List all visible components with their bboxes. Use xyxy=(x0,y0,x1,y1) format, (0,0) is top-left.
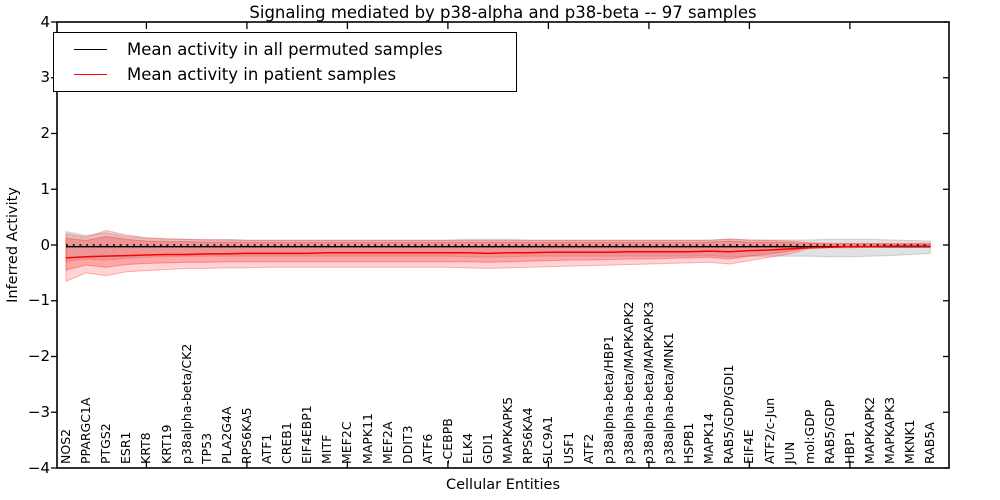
x-tick-label: SLC9A1 xyxy=(540,415,556,464)
y-tick-label: 4 xyxy=(40,12,50,31)
x-tick-label: DDIT3 xyxy=(399,425,415,464)
legend-label-permuted: Mean activity in all permuted samples xyxy=(127,40,443,59)
patient-mean-line xyxy=(65,245,931,259)
x-tick-label: GDI1 xyxy=(480,433,496,464)
x-tick-label: NOS2 xyxy=(58,428,73,464)
x-tick-label: RPS6KA5 xyxy=(238,407,254,464)
x-tick-label: MAPKAPK3 xyxy=(882,396,898,464)
legend-label-patient: Mean activity in patient samples xyxy=(127,65,397,84)
x-tick-label: p38alpha-beta/MAPKAPK2 xyxy=(620,301,636,465)
x-tick-label: MKNK1 xyxy=(902,419,918,464)
x-axis-label: Cellular Entities xyxy=(445,477,561,493)
x-tick-label: PPARGC1A xyxy=(78,397,94,464)
x-tick-label: p38alpha-beta/CK2 xyxy=(178,343,194,464)
y-tick-label: 3 xyxy=(40,68,50,87)
x-tick-label: KRT8 xyxy=(138,432,154,464)
x-tick-label: ATF6 xyxy=(419,433,435,464)
x-tick-label: -CEBPB xyxy=(439,418,455,464)
x-tick-label: HSPB1 xyxy=(681,422,697,464)
x-tick-label: ESR1 xyxy=(118,431,134,464)
x-tick-label: USF1 xyxy=(560,431,576,464)
x-tick-label: MITF xyxy=(319,434,335,464)
x-tick-label: EIF4E xyxy=(741,429,757,464)
x-tick-label: RPS6KA4 xyxy=(520,407,536,464)
x-tick-label: p38alpha-beta/MAPKAPK3 xyxy=(640,301,656,465)
legend-box: Mean activity in all permuted samples Me… xyxy=(53,32,517,92)
x-tick-label: HBP1 xyxy=(841,430,857,464)
patient-line-swatch xyxy=(74,74,107,75)
x-tick-label: MAPK14 xyxy=(701,413,717,464)
x-tick-label: PTGS2 xyxy=(98,423,114,464)
x-tick-label: ELK4 xyxy=(460,432,475,464)
x-tick-label: MEF2C xyxy=(339,421,355,464)
x-tick-label: TP53 xyxy=(198,432,214,464)
y-tick-label: 2 xyxy=(40,124,50,142)
y-tick-label: 1 xyxy=(40,179,50,198)
legend-item-patient: Mean activity in patient samples xyxy=(74,63,516,87)
x-tick-label: JUN xyxy=(781,441,797,464)
x-tick-label: MAPKAPK2 xyxy=(862,396,877,464)
x-tick-label: ATF2/c-Jun xyxy=(761,397,777,464)
x-tick-label: RAB5/GDP/GDI1 xyxy=(721,364,737,464)
x-tick-label: MAPK11 xyxy=(359,413,375,464)
legend-item-permuted: Mean activity in all permuted samples xyxy=(74,38,516,62)
x-tick-label: MEF2A xyxy=(379,421,395,464)
y-tick-label: −1 xyxy=(27,291,50,310)
x-tick-label: CREB1 xyxy=(279,422,295,464)
x-tick-label: p38alpha-beta/MNK1 xyxy=(661,332,676,464)
x-tick-label: PLA2G4A xyxy=(218,406,234,464)
y-tick-label: 0 xyxy=(40,235,50,254)
y-tick-label: −4 xyxy=(27,458,50,477)
chart-title: Signaling mediated by p38-alpha and p38-… xyxy=(249,3,757,22)
x-tick-label: ATF2 xyxy=(580,433,596,464)
x-tick-label: MAPKAPK5 xyxy=(500,396,516,464)
y-tick-label: −3 xyxy=(27,402,50,421)
x-tick-label: RAB5/GDP xyxy=(821,399,837,464)
y-tick-label: −2 xyxy=(27,347,50,365)
permuted-line-swatch xyxy=(74,49,107,50)
x-tick-label: p38alpha-beta/HBP1 xyxy=(600,335,616,464)
x-tick-label: mol:GDP xyxy=(801,409,817,464)
x-tick-label: EIF4EBP1 xyxy=(299,405,315,464)
x-tick-label: ATF1 xyxy=(259,433,274,464)
x-tick-label: KRT19 xyxy=(158,424,174,464)
x-tick-label: RAB5A xyxy=(922,422,938,464)
